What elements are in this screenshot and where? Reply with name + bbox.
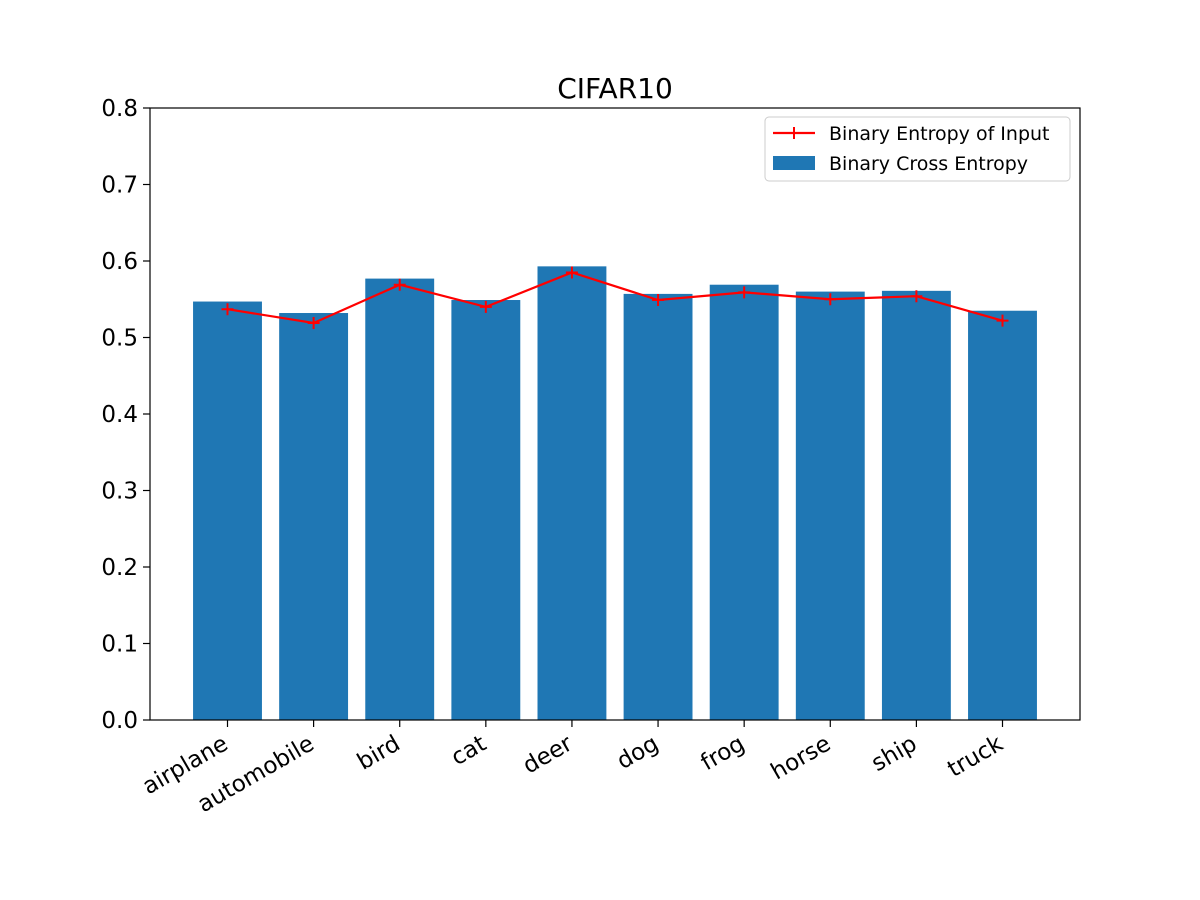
plot-frame <box>149 107 1081 721</box>
x-tick-label-horse: horse <box>767 731 836 786</box>
x-tick-label-truck: truck <box>943 730 1008 782</box>
line-point-cat <box>479 300 492 313</box>
y-tick-label: 0.4 <box>101 402 138 428</box>
y-tick-label: 0.6 <box>101 249 138 275</box>
bars-group <box>193 266 1037 720</box>
x-tick-label-bird: bird <box>353 731 405 776</box>
bar-cat <box>451 300 521 720</box>
bar-bird <box>365 278 435 720</box>
y-tick-label: 0.8 <box>101 96 138 122</box>
legend-bar-swatch <box>773 156 815 170</box>
line-series-group <box>221 266 1009 329</box>
bar-truck <box>968 310 1037 720</box>
y-tick-label: 0.5 <box>101 326 138 352</box>
bar-ship <box>881 290 951 720</box>
line-point-dog <box>652 294 665 307</box>
bar-airplane <box>193 301 262 720</box>
line-point-airplane <box>221 303 234 316</box>
x-tick-label-ship: ship <box>867 731 921 777</box>
line-point-bird <box>393 278 406 291</box>
bar-deer <box>537 266 607 720</box>
legend-label-line: Binary Entropy of Input <box>829 123 1050 145</box>
line-point-frog <box>738 286 751 299</box>
x-tick-label-deer: deer <box>519 730 578 779</box>
legend-line-marker <box>788 127 800 139</box>
y-tick-label: 0.3 <box>101 479 138 505</box>
chart-title: CIFAR10 <box>557 72 673 105</box>
legend-box <box>764 116 1071 182</box>
line-point-ship <box>910 290 923 303</box>
x-tick-label-frog: frog <box>697 731 750 776</box>
y-axis: 0.0 0.1 0.2 0.3 0.4 0.5 0.6 0.7 0.8 <box>101 96 150 734</box>
line-point-truck <box>996 314 1009 327</box>
line-point-deer <box>565 266 578 279</box>
bar-frog <box>709 284 779 720</box>
y-tick-label: 0.7 <box>101 173 138 199</box>
line-point-horse <box>824 293 837 306</box>
y-tick-label: 0.1 <box>101 632 138 658</box>
bar-automobile <box>279 313 349 720</box>
y-tick-label: 0.0 <box>101 708 138 734</box>
x-tick-label-cat: cat <box>447 731 491 771</box>
y-tick-label: 0.2 <box>101 555 138 581</box>
line-binary-entropy <box>227 271 1003 325</box>
legend-label-bar: Binary Cross Entropy <box>829 153 1028 175</box>
legend: Binary Entropy of Input Binary Cross Ent… <box>764 116 1071 182</box>
x-tick-label-dog: dog <box>613 731 663 775</box>
bar-dog <box>623 293 693 720</box>
line-point-automobile <box>307 316 320 329</box>
bar-horse <box>795 291 865 720</box>
